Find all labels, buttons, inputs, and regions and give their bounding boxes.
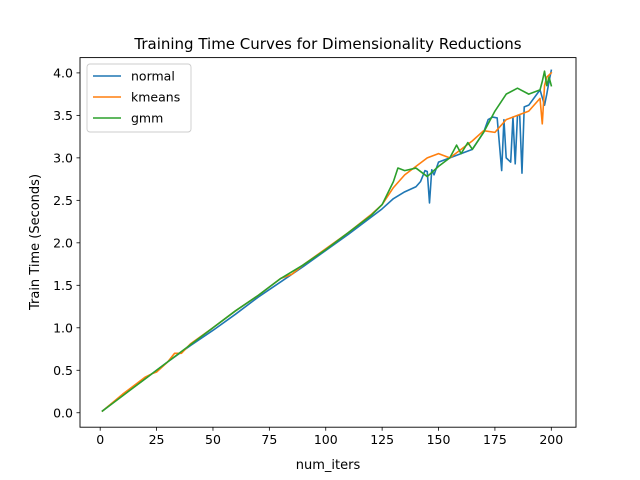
x-tick-label: 100 (314, 432, 338, 447)
y-tick-label: 3.5 (53, 108, 73, 123)
legend-box (86, 63, 192, 133)
series-line-gmm (101, 70, 553, 413)
legend-label-gmm: gmm (131, 111, 163, 126)
legend-label-kmeans: kmeans (131, 90, 180, 105)
y-axis-label: Train Time (Seconds) (28, 174, 43, 311)
y-axis-ticks: 0.0 0.5 1.0 1.5 2.0 2.5 3.0 3.5 4.0 (53, 65, 80, 420)
x-tick-label: 75 (261, 432, 277, 447)
plot-frame (79, 57, 577, 428)
x-axis-ticks: 0 25 50 75 100 125 150 175 200 (96, 427, 563, 447)
x-axis-label: num_iters (296, 458, 361, 473)
x-tick-label: 150 (427, 432, 451, 447)
x-tick-label: 25 (149, 432, 165, 447)
x-tick-label: 200 (539, 432, 563, 447)
y-tick-label: 3.0 (53, 150, 73, 165)
y-tick-label: 1.0 (53, 320, 73, 335)
y-tick-label: 1.5 (53, 278, 73, 293)
x-tick-label: 50 (205, 432, 221, 447)
x-tick-label: 175 (483, 432, 507, 447)
series-layer (101, 69, 553, 413)
y-tick-label: 0.0 (53, 405, 73, 420)
y-tick-label: 0.5 (53, 363, 73, 378)
y-tick-label: 2.5 (53, 193, 73, 208)
x-tick-label: 125 (370, 432, 394, 447)
y-tick-label: 2.0 (53, 235, 73, 250)
legend: normal kmeans gmm (86, 63, 192, 133)
chart-title: Training Time Curves for Dimensionality … (133, 35, 521, 53)
y-tick-label: 4.0 (53, 65, 73, 80)
legend-label-normal: normal (131, 69, 175, 84)
x-tick-label: 0 (96, 432, 104, 447)
series-line-normal (101, 69, 553, 413)
